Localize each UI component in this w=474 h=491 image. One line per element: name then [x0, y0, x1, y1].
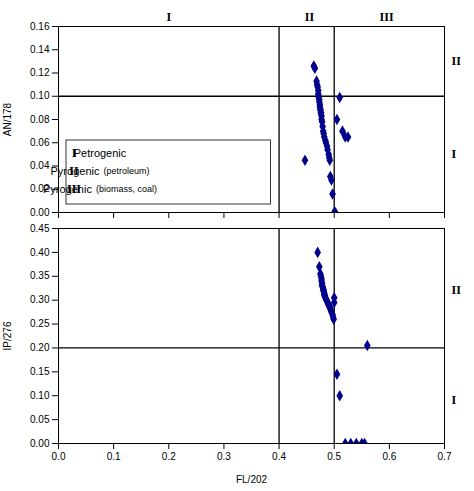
svg-text:0.7: 0.7: [438, 451, 452, 462]
svg-text:II: II: [305, 10, 315, 24]
svg-text:0.20: 0.20: [30, 342, 50, 353]
svg-text:0.00: 0.00: [30, 438, 50, 449]
svg-text:0.06: 0.06: [30, 137, 50, 148]
svg-text:Pyrogenic(petroleum): Pyrogenic(petroleum): [51, 165, 150, 177]
svg-text:0.02: 0.02: [30, 183, 50, 195]
svg-text:Petrogenic: Petrogenic: [74, 147, 127, 159]
svg-text:0.5: 0.5: [327, 451, 341, 462]
svg-text:0.25: 0.25: [30, 318, 50, 329]
svg-text:II: II: [452, 54, 462, 68]
svg-text:I: I: [166, 10, 171, 24]
svg-text:0.30: 0.30: [30, 294, 50, 305]
svg-text:FL/202: FL/202: [236, 474, 268, 485]
svg-text:III: III: [380, 10, 394, 24]
svg-text:0.45: 0.45: [30, 223, 50, 234]
svg-text:IP/276: IP/276: [2, 321, 13, 350]
svg-text:I: I: [452, 147, 457, 161]
svg-text:0.16: 0.16: [30, 21, 50, 32]
svg-text:0.14: 0.14: [30, 44, 50, 55]
svg-text:0.6: 0.6: [382, 451, 396, 462]
svg-text:0.4: 0.4: [272, 451, 286, 462]
svg-text:0.3: 0.3: [217, 451, 231, 462]
svg-text:0.10: 0.10: [30, 90, 50, 101]
svg-text:0.10: 0.10: [30, 390, 50, 401]
svg-text:0.40: 0.40: [30, 247, 50, 258]
svg-text:0.1: 0.1: [107, 451, 121, 462]
svg-text:0.08: 0.08: [30, 114, 50, 125]
svg-text:0.2: 0.2: [162, 451, 176, 462]
svg-text:AN/178: AN/178: [2, 102, 13, 136]
svg-text:Pyrogenic(biomass, coal): Pyrogenic(biomass, coal): [43, 183, 157, 195]
svg-text:0.0: 0.0: [52, 451, 66, 462]
svg-text:I: I: [452, 393, 457, 407]
svg-text:0.00: 0.00: [30, 207, 50, 218]
svg-text:0.04: 0.04: [30, 160, 50, 171]
svg-text:0.12: 0.12: [30, 67, 50, 78]
svg-text:0.35: 0.35: [30, 270, 50, 281]
svg-text:0.05: 0.05: [30, 414, 50, 425]
svg-text:II: II: [452, 283, 462, 297]
svg-text:0.15: 0.15: [30, 366, 50, 377]
